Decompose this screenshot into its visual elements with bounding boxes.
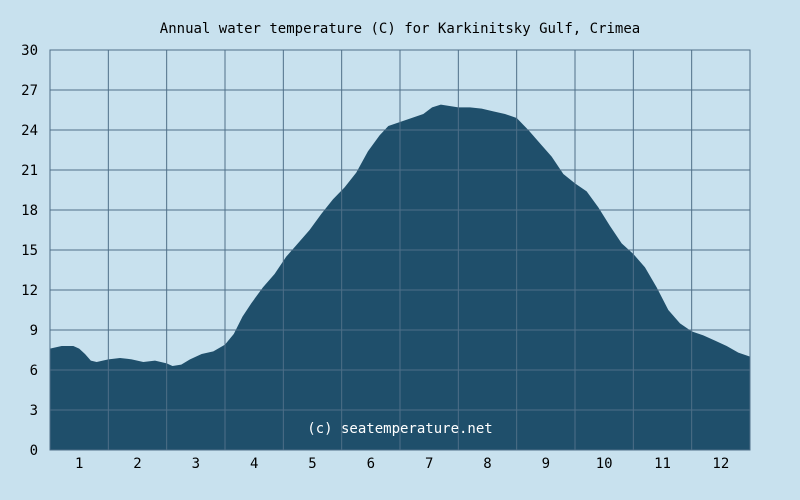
x-tick-label: 12 [712, 456, 729, 472]
x-tick-label: 10 [596, 456, 613, 472]
x-tick-label: 6 [367, 456, 375, 472]
y-tick-label: 18 [21, 203, 38, 219]
x-tick-label: 8 [483, 456, 491, 472]
x-tick-label: 4 [250, 456, 258, 472]
x-tick-label: 7 [425, 456, 433, 472]
y-tick-label: 3 [30, 403, 38, 419]
y-tick-label: 9 [30, 323, 38, 339]
y-tick-label: 0 [30, 443, 38, 459]
x-tick-label: 5 [308, 456, 316, 472]
y-tick-label: 27 [21, 83, 38, 99]
plot-border [49, 49, 751, 451]
plot-frame [49, 49, 751, 451]
y-tick-label: 6 [30, 363, 38, 379]
x-tick-label: 9 [542, 456, 550, 472]
x-tick-label: 11 [654, 456, 671, 472]
y-tick-label: 21 [21, 163, 38, 179]
y-tick-label: 24 [21, 123, 38, 139]
x-axis-ticks: 1 2 3 4 5 6 7 8 9 10 11 12 [75, 456, 729, 472]
x-tick-label: 2 [133, 456, 141, 472]
y-tick-label: 15 [21, 243, 38, 259]
x-tick-label: 1 [75, 456, 83, 472]
y-tick-label: 12 [21, 283, 38, 299]
watermark-text: (c) seatemperature.net [307, 421, 492, 437]
chart-title: Annual water temperature (C) for Karkini… [160, 21, 640, 37]
y-tick-label: 30 [21, 43, 38, 59]
y-axis-ticks: 0 3 6 9 12 15 18 21 24 27 30 [21, 43, 38, 459]
x-tick-label: 3 [192, 456, 200, 472]
